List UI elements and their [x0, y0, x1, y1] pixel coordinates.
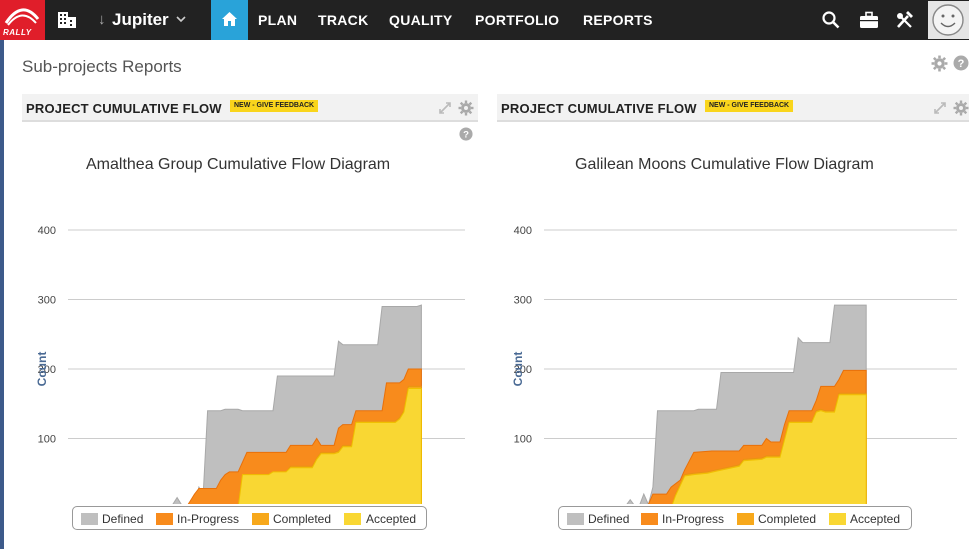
svg-text:?: ? — [958, 58, 965, 70]
user-avatar[interactable] — [928, 1, 969, 39]
chart-title: Galilean Moons Cumulative Flow Diagram — [575, 156, 874, 173]
legend-item-accepted[interactable]: Accepted — [366, 512, 417, 526]
feedback-badge[interactable]: NEW - GIVE FEEDBACK — [705, 100, 794, 112]
nav-track[interactable]: TRACK — [318, 12, 369, 28]
legend-item-accepted[interactable]: Accepted — [850, 512, 901, 526]
legend-swatch-defined[interactable] — [81, 513, 98, 525]
y-tick-label: 200 — [38, 364, 56, 376]
y-tick-label: 0 — [526, 503, 532, 504]
feedback-badge[interactable]: NEW - GIVE FEEDBACK — [230, 100, 319, 112]
chart-help-icon[interactable]: ? — [459, 127, 473, 146]
cumulative-flow-panel: PROJECT CUMULATIVE FLOW NEW - GIVE FEEDB… — [22, 94, 478, 549]
rally-swoosh-icon — [4, 8, 40, 26]
legend-swatch-completed[interactable] — [252, 513, 269, 525]
nav-plan[interactable]: PLAN — [258, 12, 298, 28]
top-navigation: RALLY ↓ Jupiter PLAN TRACK QUALITY PORTF… — [0, 0, 969, 40]
legend-swatch-accepted[interactable] — [344, 513, 361, 525]
y-tick-label: 300 — [38, 295, 56, 307]
y-axis-label: Count — [35, 352, 49, 387]
y-tick-label: 100 — [38, 434, 56, 446]
legend-item-in-progress[interactable]: In-Progress — [177, 512, 240, 526]
rally-logo[interactable]: RALLY — [0, 0, 45, 40]
legend-item-completed[interactable]: Completed — [758, 512, 817, 526]
logo-text: RALLY — [3, 28, 32, 37]
nav-home-tab[interactable] — [211, 0, 248, 40]
chart-legend: Defined In-Progress Completed Accepted — [558, 506, 912, 530]
y-tick-label: 300 — [514, 295, 532, 307]
left-accent-bar — [0, 40, 4, 549]
legend-item-defined[interactable]: Defined — [102, 512, 144, 526]
nav-reports[interactable]: REPORTS — [583, 12, 653, 28]
svg-text:?: ? — [463, 130, 469, 141]
legend-swatch-defined[interactable] — [567, 513, 584, 525]
page-help-icon[interactable]: ? — [953, 55, 969, 76]
panel-header: PROJECT CUMULATIVE FLOW NEW - GIVE FEEDB… — [22, 94, 478, 122]
y-tick-label: 400 — [38, 225, 56, 237]
panel-header: PROJECT CUMULATIVE FLOW NEW - GIVE FEEDB… — [497, 94, 969, 122]
legend-swatch-accepted[interactable] — [829, 513, 846, 525]
legend-swatch-completed[interactable] — [737, 513, 754, 525]
panel-gear-icon[interactable] — [953, 100, 969, 121]
legend-item-defined[interactable]: Defined — [588, 512, 630, 526]
y-tick-label: 400 — [514, 225, 532, 237]
home-icon — [222, 12, 237, 26]
legend-item-completed[interactable]: Completed — [273, 512, 332, 526]
series-area-accepted[interactable] — [68, 388, 422, 505]
briefcase-icon[interactable] — [859, 11, 879, 34]
legend-swatch-in-progress[interactable] — [641, 513, 658, 525]
cumulative-flow-chart: 01002003004002015-04-162015-05-142015-06… — [35, 225, 465, 505]
page-title: Sub-projects Reports — [22, 57, 182, 76]
nav-portfolio[interactable]: PORTFOLIO — [475, 12, 560, 28]
workspace-selector[interactable]: Jupiter — [112, 10, 169, 29]
legend-item-in-progress[interactable]: In-Progress — [662, 512, 725, 526]
expand-icon[interactable] — [933, 101, 947, 120]
search-icon[interactable] — [822, 11, 840, 34]
nav-quality[interactable]: QUALITY — [389, 12, 453, 28]
workspace-down-arrow-icon: ↓ — [98, 11, 106, 28]
panel-gear-icon[interactable] — [458, 100, 474, 121]
panel-title: PROJECT CUMULATIVE FLOW — [26, 101, 222, 116]
page-gear-icon[interactable] — [931, 55, 948, 77]
legend-swatch-in-progress[interactable] — [156, 513, 173, 525]
y-tick-label: 200 — [514, 364, 532, 376]
y-tick-label: 100 — [514, 434, 532, 446]
chart-title: Amalthea Group Cumulative Flow Diagram — [86, 156, 391, 173]
series-area-accepted[interactable] — [544, 394, 867, 504]
chart-legend: Defined In-Progress Completed Accepted — [72, 506, 427, 530]
cumulative-flow-panel: PROJECT CUMULATIVE FLOW NEW - GIVE FEEDB… — [497, 94, 969, 549]
panel-title: PROJECT CUMULATIVE FLOW — [501, 101, 697, 116]
expand-icon[interactable] — [438, 101, 452, 120]
building-icon[interactable] — [57, 11, 77, 34]
y-axis-label: Count — [511, 352, 525, 387]
cumulative-flow-chart: 01002003004002015-04-162015-05-142015-06… — [511, 225, 957, 504]
chevron-down-icon[interactable] — [175, 12, 187, 30]
y-tick-label: 0 — [50, 503, 56, 504]
tools-icon[interactable] — [895, 11, 915, 34]
smiley-avatar-icon — [932, 4, 964, 36]
